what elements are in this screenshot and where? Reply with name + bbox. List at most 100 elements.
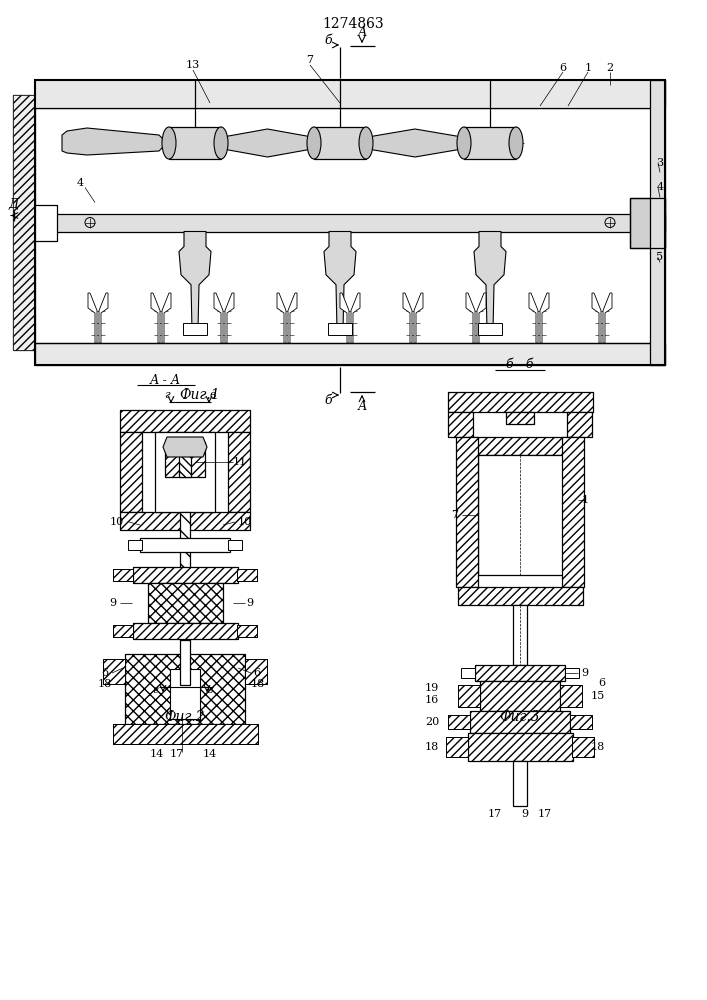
Bar: [458, 685, 480, 707]
Bar: [113, 569, 133, 581]
Bar: [120, 512, 250, 530]
Text: б: б: [325, 393, 332, 406]
Polygon shape: [225, 293, 234, 343]
Text: 18: 18: [425, 742, 439, 752]
Bar: [183, 323, 207, 335]
Polygon shape: [99, 293, 108, 343]
Text: 11: 11: [233, 457, 247, 467]
Text: 18: 18: [98, 679, 112, 689]
Bar: [113, 724, 258, 744]
Bar: [570, 715, 592, 729]
Bar: [470, 711, 570, 733]
Bar: [35, 80, 665, 108]
Bar: [562, 437, 584, 587]
Bar: [314, 127, 366, 159]
Bar: [458, 587, 583, 605]
Text: 14: 14: [203, 749, 217, 759]
Bar: [228, 432, 250, 512]
Text: Фиг.3: Фиг.3: [500, 710, 540, 724]
Bar: [480, 681, 560, 711]
Text: г: г: [152, 685, 158, 695]
Polygon shape: [340, 293, 349, 343]
Bar: [468, 437, 573, 455]
Bar: [13, 95, 35, 350]
Polygon shape: [592, 293, 601, 343]
Bar: [567, 412, 592, 437]
Text: 9: 9: [247, 598, 254, 608]
Ellipse shape: [359, 127, 373, 159]
Bar: [148, 583, 223, 623]
Bar: [113, 724, 258, 744]
Bar: [478, 323, 502, 335]
Bar: [180, 512, 190, 640]
Text: 7: 7: [452, 510, 459, 520]
Bar: [140, 538, 230, 552]
Bar: [513, 605, 527, 665]
Polygon shape: [403, 293, 412, 343]
Bar: [448, 412, 473, 437]
Bar: [133, 567, 238, 583]
Bar: [179, 442, 191, 477]
Bar: [237, 569, 257, 581]
Bar: [468, 733, 573, 761]
Polygon shape: [477, 293, 486, 343]
Bar: [448, 715, 470, 729]
Text: 17: 17: [488, 809, 502, 819]
Bar: [448, 392, 593, 412]
Text: Фиг.2: Фиг.2: [165, 710, 205, 724]
Bar: [456, 437, 478, 587]
Text: 14: 14: [150, 749, 164, 759]
Bar: [464, 127, 516, 159]
Bar: [35, 80, 665, 365]
Bar: [133, 567, 238, 583]
Polygon shape: [162, 293, 171, 343]
Text: 10: 10: [110, 517, 124, 527]
Text: 6: 6: [598, 678, 606, 688]
Bar: [35, 343, 665, 365]
Bar: [458, 587, 583, 605]
Text: 7: 7: [307, 55, 313, 65]
Bar: [35, 205, 57, 240]
Bar: [155, 432, 215, 512]
Polygon shape: [288, 293, 297, 343]
Text: 4: 4: [656, 182, 664, 192]
Bar: [169, 127, 221, 159]
Polygon shape: [179, 232, 211, 335]
Polygon shape: [277, 293, 286, 343]
Text: 17: 17: [538, 809, 552, 819]
Bar: [572, 737, 594, 757]
Bar: [180, 640, 190, 685]
Bar: [506, 412, 534, 424]
Text: 16: 16: [425, 695, 439, 705]
Text: г: г: [164, 390, 170, 400]
Bar: [446, 737, 468, 757]
Bar: [120, 410, 250, 432]
Bar: [170, 669, 200, 719]
Text: 17: 17: [170, 749, 184, 759]
Ellipse shape: [509, 127, 523, 159]
Bar: [35, 214, 665, 232]
Polygon shape: [529, 293, 538, 343]
Text: А: А: [357, 400, 367, 414]
Text: б - б: б - б: [506, 358, 534, 370]
Bar: [456, 437, 478, 587]
Bar: [458, 685, 480, 707]
Text: 6: 6: [101, 668, 109, 678]
Bar: [228, 432, 250, 512]
Text: 1: 1: [585, 63, 592, 73]
Bar: [468, 437, 573, 455]
Text: 3: 3: [656, 157, 664, 167]
Polygon shape: [351, 293, 360, 343]
Text: 13: 13: [186, 60, 200, 70]
Bar: [13, 95, 35, 350]
Bar: [630, 198, 665, 247]
Bar: [630, 198, 665, 247]
Text: 9: 9: [522, 809, 529, 819]
Bar: [125, 654, 245, 724]
Bar: [35, 80, 665, 108]
Polygon shape: [223, 129, 312, 157]
Text: 1274863: 1274863: [322, 17, 384, 31]
Text: 20: 20: [425, 717, 439, 727]
Text: А - А: А - А: [149, 373, 180, 386]
Bar: [478, 455, 563, 575]
